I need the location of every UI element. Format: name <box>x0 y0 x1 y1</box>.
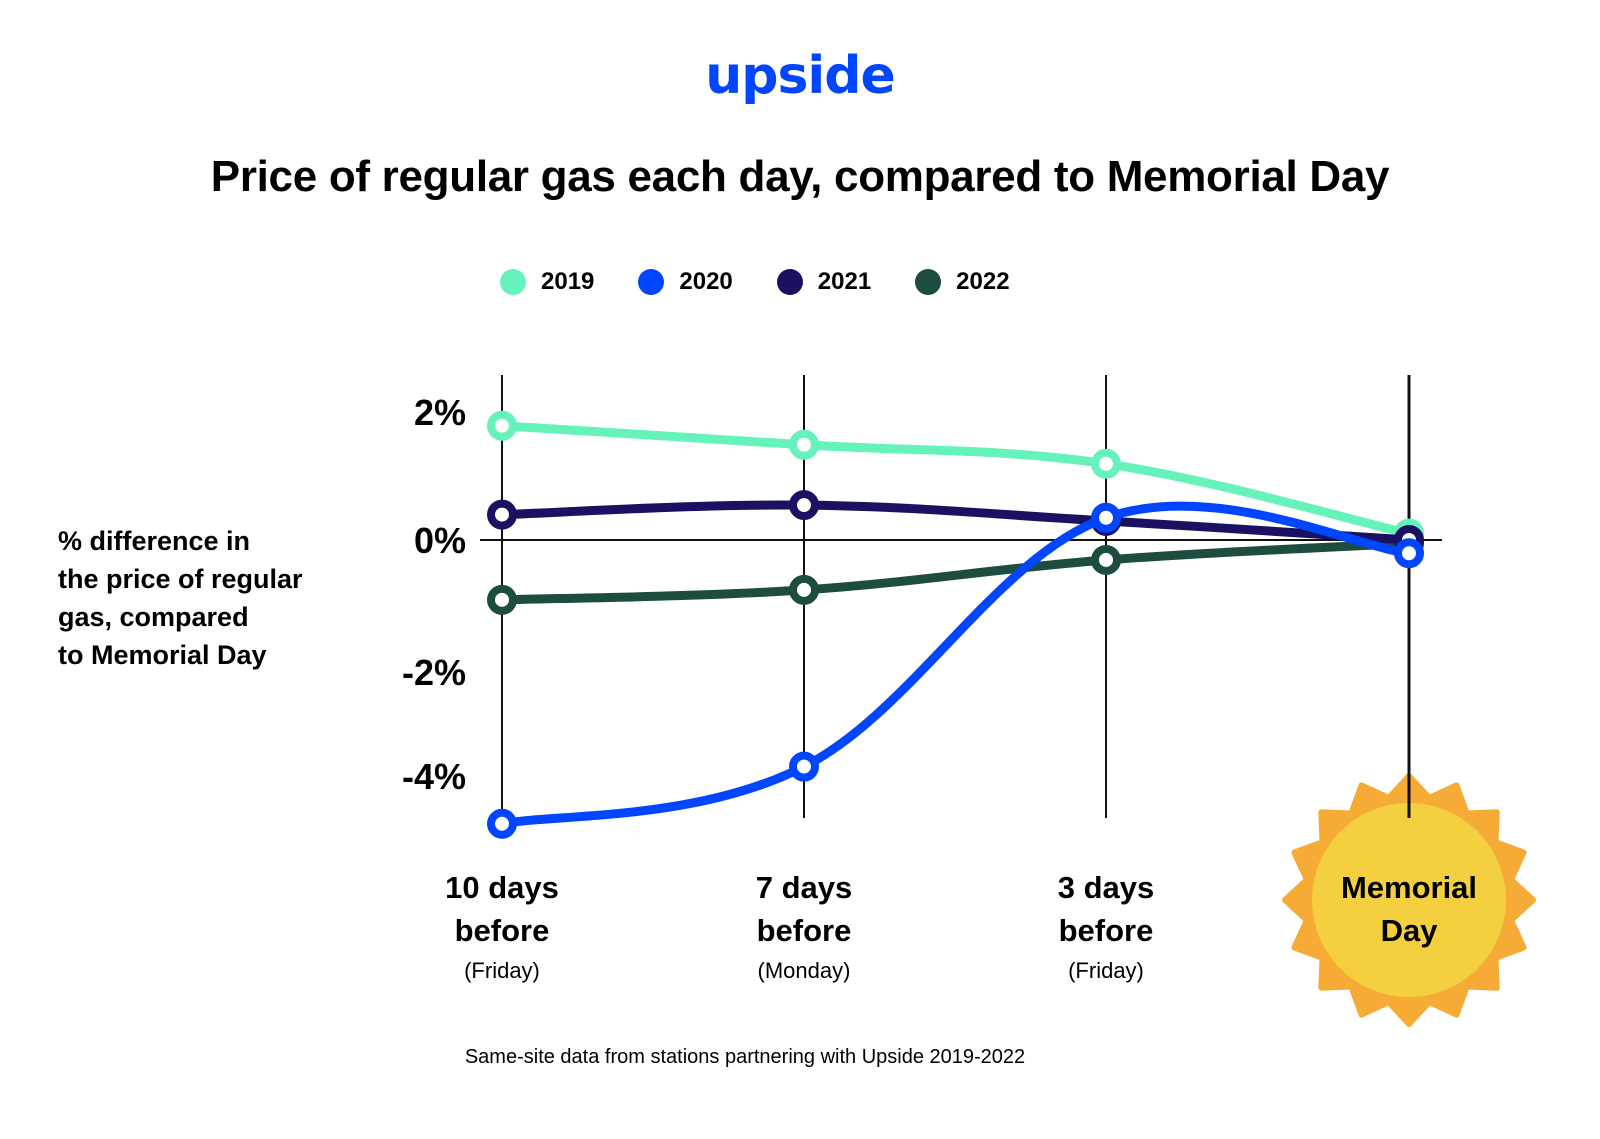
chart-legend: 2019 2020 2021 2022 <box>500 268 1054 296</box>
x-category-7-days: 7 days before (Monday) <box>684 866 924 990</box>
data-point-marker <box>789 751 819 782</box>
upside-logo: upside <box>0 46 1600 106</box>
y-axis-title-line: to Memorial Day <box>58 640 267 670</box>
y-tick-minus-4: -4% <box>401 756 466 797</box>
legend-item-2020: 2020 <box>638 268 733 296</box>
series-2020 <box>487 501 1424 839</box>
legend-dot-icon <box>500 269 526 295</box>
data-point-marker <box>487 499 517 530</box>
x-category-line2: before <box>454 913 550 948</box>
series-lines <box>487 410 1424 839</box>
x-category-line1: 3 days <box>1057 870 1155 905</box>
x-category-line1: Memorial <box>1340 870 1478 905</box>
data-point-marker <box>487 410 517 441</box>
x-category-line2: Day <box>1380 913 1438 948</box>
legend-label: 2021 <box>817 268 872 295</box>
x-category-line1: 7 days <box>755 870 853 905</box>
legend-label: 2020 <box>679 268 733 295</box>
y-axis-title: % difference in the price of regular gas… <box>58 522 378 674</box>
x-category-memorial-day: Memorial Day <box>1309 866 1509 952</box>
x-category-line2: before <box>1058 913 1154 948</box>
data-point-marker <box>789 429 819 460</box>
y-axis-title-line: gas, compared <box>58 602 249 632</box>
legend-dot-icon <box>915 269 942 295</box>
series-2019 <box>487 410 1424 549</box>
chart-title: Price of regular gas each day, compared … <box>210 152 1390 201</box>
legend-item-2022: 2022 <box>915 268 1010 296</box>
source-footnote: Same-site data from stations partnering … <box>464 1046 1026 1068</box>
x-category-line2: before <box>756 913 852 948</box>
legend-dot-icon <box>638 269 665 295</box>
x-category-day: (Friday) <box>1068 958 1144 983</box>
legend-item-2019: 2019 <box>500 268 594 296</box>
series-2022 <box>487 528 1424 615</box>
data-point-marker <box>487 584 517 615</box>
legend-item-2021: 2021 <box>776 268 872 296</box>
x-category-line1: 10 days <box>445 870 559 905</box>
y-tick-2: 2% <box>413 392 466 433</box>
legend-label: 2019 <box>541 268 595 295</box>
data-point-marker <box>789 574 819 605</box>
data-point-marker <box>487 808 517 839</box>
sun-badge-icon <box>1282 773 1536 1027</box>
data-point-marker <box>1091 448 1121 479</box>
data-point-marker <box>1091 544 1121 575</box>
legend-label: 2022 <box>956 268 1010 295</box>
y-axis-title-line: % difference in <box>58 526 251 556</box>
data-point-marker <box>789 490 819 521</box>
y-axis-title-line: the price of regular <box>58 564 303 594</box>
y-tick-minus-2: -2% <box>401 652 466 693</box>
x-category-day: (Monday) <box>757 958 851 983</box>
x-category-day: (Friday) <box>464 958 540 983</box>
x-category-10-days: 10 days before (Friday) <box>382 866 622 990</box>
data-point-marker <box>1091 502 1121 533</box>
legend-dot-icon <box>776 269 803 295</box>
logo-text: upside <box>705 46 896 106</box>
y-tick-0: 0% <box>413 520 466 561</box>
data-point-marker <box>1394 538 1424 569</box>
x-category-3-days: 3 days before (Friday) <box>986 866 1226 990</box>
